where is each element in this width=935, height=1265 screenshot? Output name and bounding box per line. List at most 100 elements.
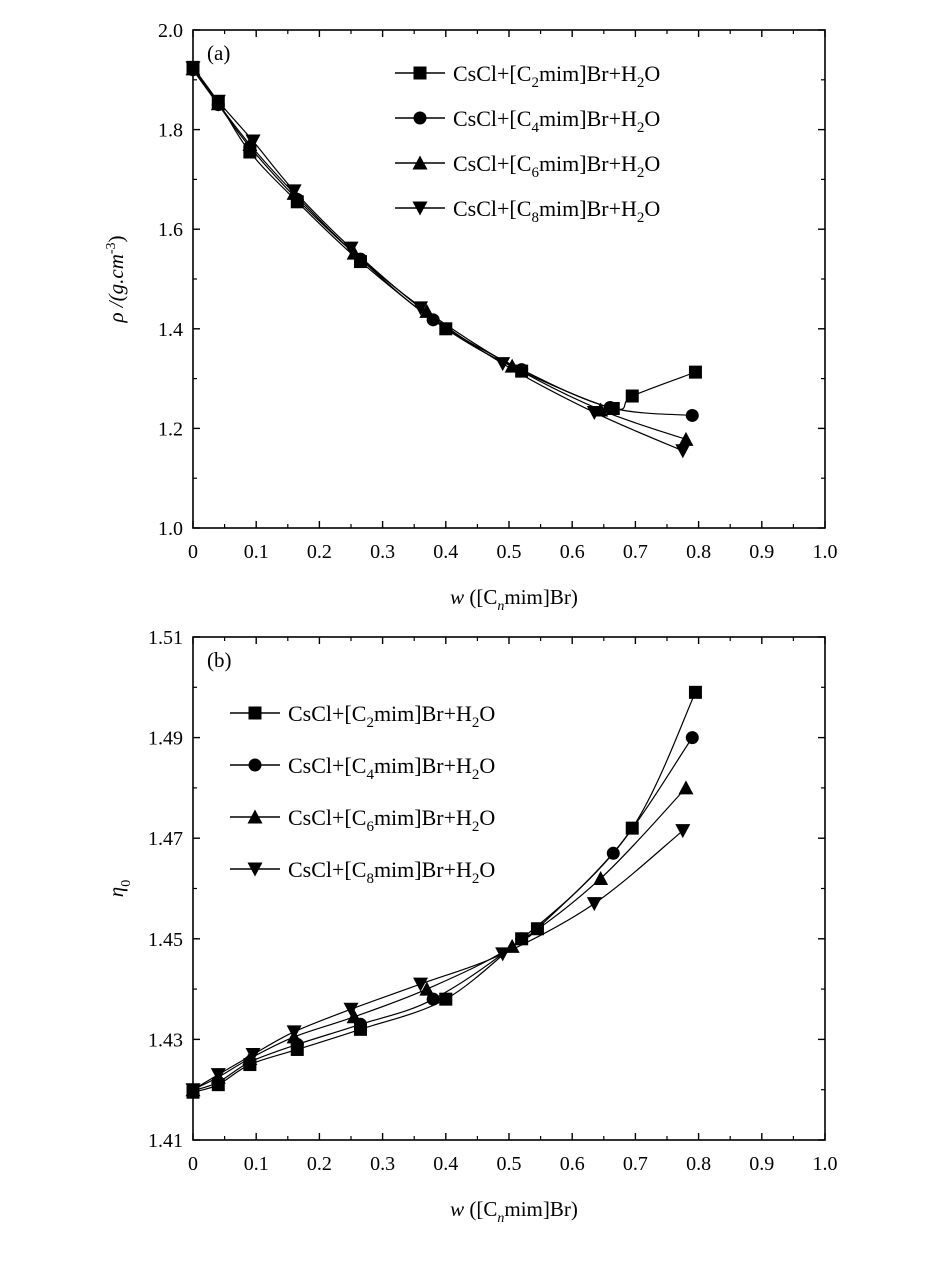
data-point xyxy=(495,357,511,372)
series-line xyxy=(192,68,687,440)
x-tick-label: 0.4 xyxy=(433,1153,458,1175)
series-line xyxy=(192,737,693,1092)
legend-entry: CsCl+[C6mim]Br+H2O xyxy=(230,805,495,835)
data-point xyxy=(413,301,429,316)
data-point xyxy=(185,61,201,76)
data-point xyxy=(286,184,302,199)
data-point xyxy=(678,780,694,795)
data-point xyxy=(603,400,617,414)
series-3 xyxy=(185,780,694,1097)
y-tick-label: 1.4 xyxy=(158,319,183,341)
legend: CsCl+[C2mim]Br+H2O CsCl+[C4mim]Br+H2O CsCl… xyxy=(395,61,660,226)
legend-label: CsCl+[C4mim]Br+H2O xyxy=(453,106,660,136)
density-chart: 0 0.1 0.2 0.3 0.4 0.5 0.6 0.7 0.8 0.9 1.0 1.0 1.2 1.4… xyxy=(104,20,838,614)
data-point xyxy=(495,947,511,962)
x-tick-label: 0.9 xyxy=(749,1153,774,1175)
x-tick-label: 0.4 xyxy=(433,541,458,563)
data-point xyxy=(426,992,440,1006)
data-point xyxy=(685,731,699,745)
data-point xyxy=(343,241,359,256)
data-point xyxy=(242,137,258,152)
legend-marker xyxy=(248,758,262,772)
legend-marker xyxy=(247,809,263,824)
data-point xyxy=(586,405,602,420)
legend-entry: CsCl+[C4mim]Br+H2O xyxy=(230,753,495,783)
y-tick-label: 1.2 xyxy=(158,418,183,440)
y-tick-label: 1.8 xyxy=(158,120,183,142)
data-point xyxy=(185,1083,201,1098)
legend-marker xyxy=(247,862,263,877)
data-point xyxy=(685,408,699,422)
y-tick-label: 1.49 xyxy=(148,728,183,750)
x-tick-label: 0.2 xyxy=(307,1153,332,1175)
series-4 xyxy=(185,824,691,1098)
legend-entry: CsCl+[C4mim]Br+H2O xyxy=(395,106,660,136)
y-tick-label: 1.51 xyxy=(148,627,183,649)
x-axis-label: w ([Cnmim]Br) xyxy=(450,585,578,614)
series-1 xyxy=(186,685,702,1099)
y-tick-label: 1.6 xyxy=(158,219,183,241)
legend-label: CsCl+[C2mim]Br+H2O xyxy=(453,61,660,91)
y-axis-label: ρ /(g.cm-3) xyxy=(104,235,128,323)
x-tick-label: 0.1 xyxy=(244,541,269,563)
data-point xyxy=(586,897,602,912)
legend-label: CsCl+[C4mim]Br+H2O xyxy=(288,753,495,783)
x-tick-label: 0.1 xyxy=(244,1153,269,1175)
data-point xyxy=(593,870,609,885)
x-tick-label: 0.6 xyxy=(560,541,585,563)
y-tick-label: 1.47 xyxy=(148,828,183,850)
data-point xyxy=(688,365,702,379)
plot-frame xyxy=(192,29,826,529)
series-line xyxy=(192,67,684,452)
x-tick-label: 0.9 xyxy=(749,541,774,563)
legend-marker xyxy=(413,66,427,80)
x-axis-label: w ([Cnmim]Br) xyxy=(450,1197,578,1226)
series-line xyxy=(192,69,693,417)
x-tick-label: 0 xyxy=(188,541,198,563)
series-line xyxy=(192,787,687,1091)
data-point xyxy=(419,981,435,996)
data-point xyxy=(504,358,520,373)
series-4 xyxy=(185,61,691,459)
data-point xyxy=(413,977,429,992)
x-tick-label: 0 xyxy=(188,1153,198,1175)
legend-label: CsCl+[C2mim]Br+H2O xyxy=(288,701,495,731)
legend-label: CsCl+[C8mim]Br+H2O xyxy=(288,857,495,887)
x-tick-label: 0.8 xyxy=(686,1153,711,1175)
x-tick-label: 0.5 xyxy=(497,1153,522,1175)
x-tick-label: 0.8 xyxy=(686,541,711,563)
series-2 xyxy=(186,731,699,1098)
data-point xyxy=(675,824,691,839)
data-point xyxy=(439,992,453,1006)
legend-entry: CsCl+[C2mim]Br+H2O xyxy=(395,61,660,91)
data-point xyxy=(210,1068,226,1083)
data-point xyxy=(286,1025,302,1040)
series-3 xyxy=(185,61,694,446)
data-point xyxy=(419,303,435,318)
data-point xyxy=(210,94,226,109)
x-tick-label: 0.3 xyxy=(370,1153,395,1175)
data-point xyxy=(346,245,362,260)
legend-entry: CsCl+[C8mim]Br+H2O xyxy=(230,857,495,887)
data-point xyxy=(606,846,620,860)
y-axis-label: η0 xyxy=(104,880,134,897)
x-tick-label: 1.0 xyxy=(813,1153,838,1175)
x-tick-label: 0.6 xyxy=(560,1153,585,1175)
data-point xyxy=(245,134,261,149)
x-tick-label: 0.7 xyxy=(623,1153,648,1175)
y-tick-label: 1.0 xyxy=(158,518,183,540)
legend-marker xyxy=(412,155,428,170)
data-point xyxy=(346,1009,362,1024)
x-tick-label: 0.2 xyxy=(307,541,332,563)
data-point xyxy=(678,431,694,446)
legend: CsCl+[C2mim]Br+H2O CsCl+[C4mim]Br+H2O CsCl… xyxy=(230,701,495,887)
series-line xyxy=(192,830,684,1091)
x-tick-label: 1.0 xyxy=(813,541,838,563)
legend-marker xyxy=(412,201,428,216)
panel-label: (b) xyxy=(207,648,232,672)
data-point xyxy=(242,1051,258,1066)
legend-marker xyxy=(413,111,427,125)
y-tick-label: 2.0 xyxy=(158,20,183,42)
y-tick-label: 1.45 xyxy=(148,929,183,951)
